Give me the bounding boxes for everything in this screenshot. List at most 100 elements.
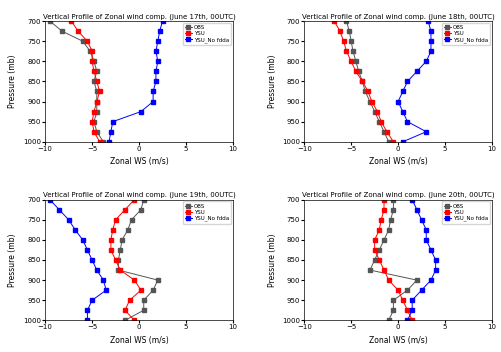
Line: YSU: YSU: [70, 19, 101, 144]
OBS: [385, 228, 391, 232]
YSU_No fdda: [66, 218, 72, 222]
YSU_No fdda: [84, 248, 90, 252]
YSU: [126, 298, 132, 302]
YSU: [89, 49, 95, 54]
OBS: [343, 19, 349, 23]
OBS: [380, 238, 386, 242]
X-axis label: Zonal WS (m/s): Zonal WS (m/s): [109, 336, 168, 345]
Y-axis label: Pressure (mb): Pressure (mb): [267, 233, 276, 287]
YSU: [89, 120, 95, 124]
YSU_No fdda: [418, 288, 424, 292]
YSU: [131, 278, 137, 282]
YSU: [110, 228, 116, 232]
YSU_No fdda: [408, 197, 414, 202]
YSU_No fdda: [100, 278, 106, 282]
YSU_No fdda: [422, 130, 428, 134]
OBS: [366, 268, 372, 272]
YSU_No fdda: [408, 308, 414, 312]
OBS: [359, 79, 365, 83]
OBS: [390, 298, 396, 302]
YSU_No fdda: [110, 120, 116, 124]
YSU: [331, 19, 337, 23]
YSU_No fdda: [422, 228, 428, 232]
OBS: [122, 318, 128, 322]
Line: OBS: OBS: [48, 19, 105, 144]
YSU_No fdda: [404, 79, 410, 83]
YSU: [399, 298, 405, 302]
OBS: [100, 140, 106, 144]
OBS: [91, 79, 97, 83]
YSU: [75, 29, 81, 33]
YSU_No fdda: [408, 298, 414, 302]
YSU: [112, 218, 118, 222]
OBS: [413, 278, 419, 282]
OBS: [390, 197, 396, 202]
YSU: [84, 39, 90, 43]
OBS: [94, 109, 100, 114]
OBS: [376, 248, 382, 252]
OBS: [376, 120, 382, 124]
OBS: [59, 29, 65, 33]
Legend: OBS, YSU, YSU_No fdda: OBS, YSU, YSU_No fdda: [182, 201, 231, 224]
X-axis label: Zonal WS (m/s): Zonal WS (m/s): [368, 157, 427, 166]
YSU: [94, 99, 100, 103]
YSU_No fdda: [427, 278, 433, 282]
YSU: [348, 59, 354, 63]
Line: OBS: OBS: [367, 198, 418, 322]
YSU: [380, 208, 386, 212]
Title: Vertical Profile of Zonal wind comp. (June 19th, 00UTC): Vertical Profile of Zonal wind comp. (Ju…: [43, 192, 235, 199]
YSU_No fdda: [418, 218, 424, 222]
YSU: [91, 130, 97, 134]
OBS: [346, 29, 352, 33]
Line: YSU: YSU: [109, 198, 142, 322]
OBS: [371, 258, 377, 262]
YSU: [371, 238, 377, 242]
YSU: [377, 218, 383, 222]
YSU_No fdda: [427, 248, 433, 252]
OBS: [387, 218, 393, 222]
OBS: [115, 258, 121, 262]
YSU: [131, 318, 137, 322]
YSU_No fdda: [432, 258, 438, 262]
YSU: [96, 140, 102, 144]
YSU: [371, 248, 377, 252]
OBS: [154, 278, 160, 282]
Legend: OBS, YSU, YSU_No fdda: OBS, YSU, YSU_No fdda: [182, 23, 231, 45]
YSU_No fdda: [47, 197, 53, 202]
YSU: [376, 228, 382, 232]
X-axis label: Zonal WS (m/s): Zonal WS (m/s): [368, 336, 427, 345]
YSU_No fdda: [150, 99, 156, 103]
OBS: [47, 19, 53, 23]
OBS: [128, 218, 134, 222]
YSU: [138, 288, 144, 292]
OBS: [125, 228, 131, 232]
Line: YSU: YSU: [332, 19, 394, 144]
YSU_No fdda: [108, 130, 114, 134]
Y-axis label: Pressure (mb): Pressure (mb): [267, 55, 276, 108]
OBS: [87, 49, 93, 54]
OBS: [138, 208, 144, 212]
Legend: OBS, YSU, YSU_No fdda: OBS, YSU, YSU_No fdda: [441, 201, 489, 224]
OBS: [91, 59, 97, 63]
YSU: [340, 39, 346, 43]
Line: YSU_No fdda: YSU_No fdda: [396, 19, 432, 144]
YSU_No fdda: [153, 79, 159, 83]
OBS: [366, 99, 372, 103]
Line: YSU: YSU: [372, 198, 413, 322]
Line: YSU_No fdda: YSU_No fdda: [48, 198, 108, 322]
YSU_No fdda: [427, 49, 433, 54]
YSU: [374, 109, 380, 114]
YSU: [352, 69, 358, 74]
Y-axis label: Pressure (mb): Pressure (mb): [9, 55, 18, 108]
YSU_No fdda: [84, 308, 90, 312]
OBS: [355, 69, 361, 74]
YSU_No fdda: [399, 140, 405, 144]
Line: YSU_No fdda: YSU_No fdda: [107, 19, 164, 144]
YSU_No fdda: [80, 238, 86, 242]
Title: Vertical Profile of Zonal wind comp. (June 17th, 00UTC): Vertical Profile of Zonal wind comp. (Ju…: [43, 13, 235, 20]
YSU: [380, 197, 386, 202]
OBS: [348, 39, 354, 43]
YSU_No fdda: [422, 238, 428, 242]
YSU_No fdda: [432, 268, 438, 272]
Legend: OBS, YSU, YSU_No fdda: OBS, YSU, YSU_No fdda: [441, 23, 489, 45]
